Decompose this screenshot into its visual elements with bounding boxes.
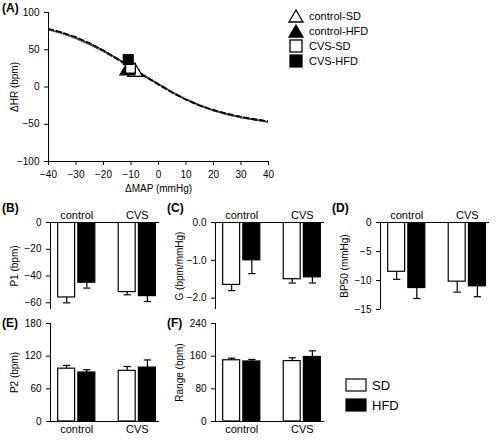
- svg-text:100: 100: [23, 7, 40, 18]
- html-text:CVS-HFD: CVS-HFD: [309, 54, 358, 67]
- svg-text:0: 0: [36, 416, 42, 427]
- svg-text:−1.0: −1.0: [187, 255, 207, 266]
- svg-text:P1 (bpm): P1 (bpm): [9, 245, 20, 286]
- svg-text:ΔHR (bpm): ΔHR (bpm): [9, 62, 20, 112]
- svg-text:0.0: 0.0: [193, 217, 207, 228]
- html-text:CVS-SD: CVS-SD: [309, 39, 351, 52]
- svg-text:−15: −15: [355, 304, 372, 315]
- svg-text:180: 180: [25, 318, 42, 329]
- svg-text:−10: −10: [355, 275, 372, 286]
- svg-text:10: 10: [180, 169, 192, 180]
- html-text:SD: SD: [372, 377, 391, 393]
- svg-text:−100: −100: [17, 156, 40, 167]
- html-text:(C): (C): [167, 201, 184, 215]
- svg-text:0: 0: [156, 169, 162, 180]
- html-text:(B): (B): [2, 201, 19, 215]
- svg-text:−50: −50: [23, 118, 40, 129]
- svg-text:CVS: CVS: [456, 209, 479, 221]
- svg-text:−20: −20: [25, 243, 42, 254]
- svg-text:50: 50: [28, 44, 40, 55]
- svg-text:control: control: [60, 423, 93, 435]
- svg-text:120: 120: [25, 350, 42, 361]
- svg-text:control: control: [225, 423, 258, 435]
- svg-text:CVS: CVS: [291, 423, 314, 435]
- svg-text:−5: −5: [360, 246, 372, 257]
- html-text:(A): (A): [2, 1, 19, 15]
- svg-text:0: 0: [366, 217, 372, 228]
- html-text:(D): (D): [332, 201, 349, 215]
- svg-text:ΔMAP (mmHg): ΔMAP (mmHg): [125, 183, 192, 194]
- svg-text:0: 0: [201, 416, 207, 427]
- svg-text:P2 (bpm): P2 (bpm): [9, 352, 20, 393]
- svg-text:CVS: CVS: [126, 423, 149, 435]
- svg-text:40: 40: [263, 169, 275, 180]
- svg-text:−30: −30: [68, 169, 85, 180]
- svg-text:−10: −10: [123, 169, 140, 180]
- svg-text:−60: −60: [25, 297, 42, 308]
- svg-text:160: 160: [190, 350, 207, 361]
- svg-text:20: 20: [208, 169, 220, 180]
- svg-text:control: control: [60, 209, 93, 221]
- svg-text:−20: −20: [95, 169, 112, 180]
- svg-text:80: 80: [195, 383, 207, 394]
- svg-text:60: 60: [30, 383, 42, 394]
- html-text:control-SD: control-SD: [309, 9, 361, 22]
- html-text:control-HFD: control-HFD: [309, 24, 369, 37]
- svg-text:−2.0: −2.0: [187, 292, 207, 303]
- svg-text:G (bpm/mmHg): G (bpm/mmHg): [174, 232, 185, 301]
- svg-text:−40: −40: [25, 270, 42, 281]
- svg-text:30: 30: [235, 169, 247, 180]
- svg-text:0: 0: [34, 81, 40, 92]
- svg-text:240: 240: [190, 318, 207, 329]
- svg-text:−40: −40: [40, 169, 57, 180]
- svg-text:Range (bpm): Range (bpm): [174, 343, 185, 401]
- svg-text:BP50 (mmHg): BP50 (mmHg): [339, 234, 350, 297]
- svg-text:control: control: [390, 209, 423, 221]
- html-text:(E): (E): [2, 316, 18, 330]
- html-text:(F): (F): [167, 316, 183, 330]
- svg-text:CVS: CVS: [126, 209, 149, 221]
- svg-text:control: control: [225, 209, 258, 221]
- svg-text:0: 0: [36, 217, 42, 228]
- svg-text:CVS: CVS: [291, 209, 314, 221]
- html-text:HFD: HFD: [372, 397, 399, 413]
